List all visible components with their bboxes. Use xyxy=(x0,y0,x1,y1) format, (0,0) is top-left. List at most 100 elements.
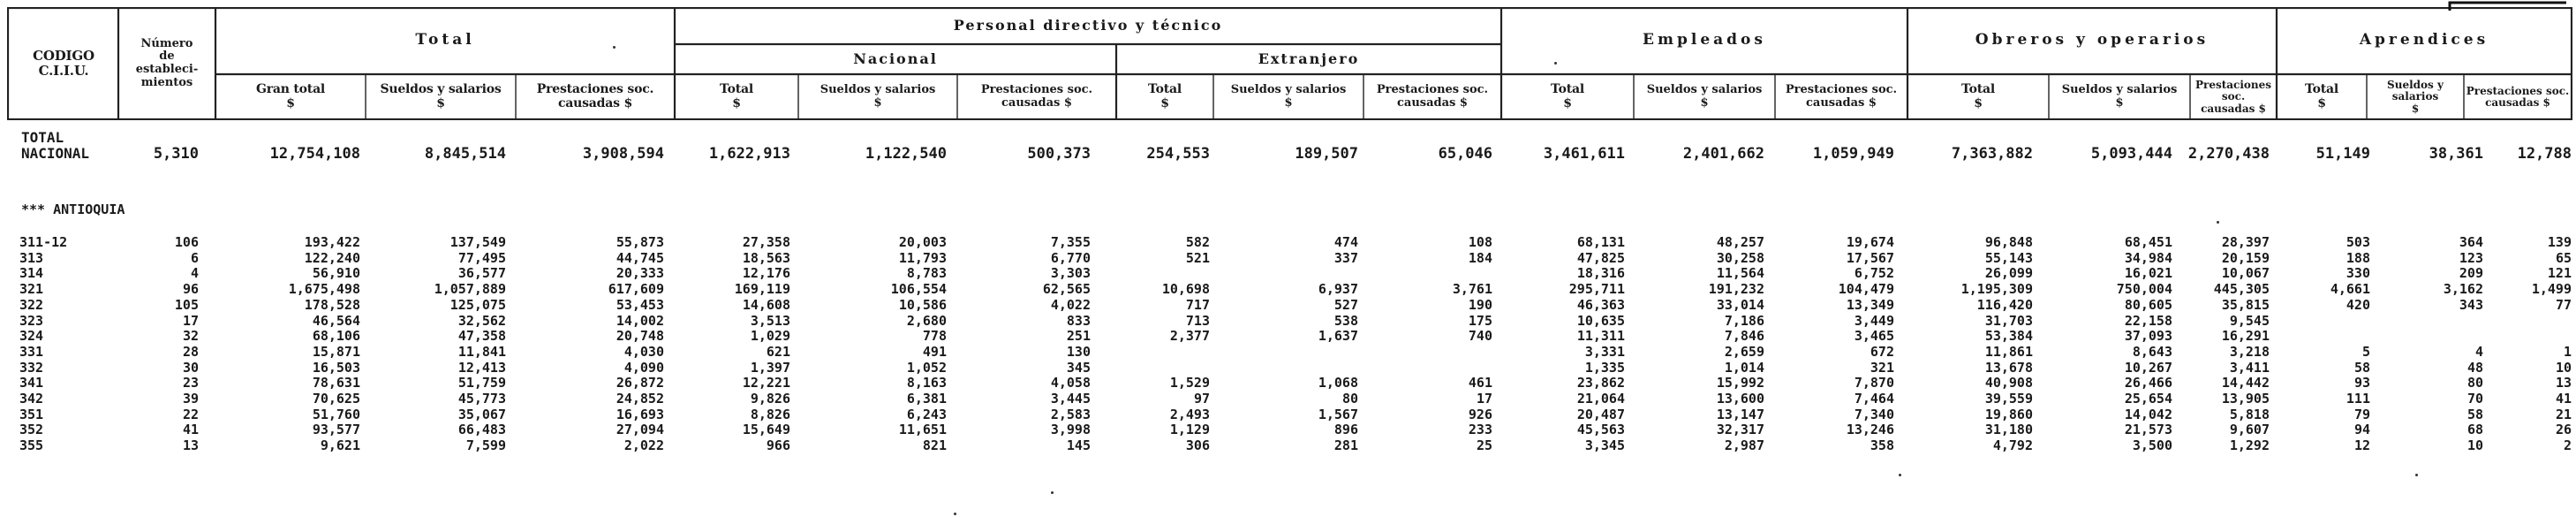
row-cell: 77 xyxy=(2555,296,2572,313)
group-aprendices: Aprendices xyxy=(2359,31,2489,49)
row-cell: 1,057,889 xyxy=(434,281,506,298)
row-cell: 79 xyxy=(2353,406,2370,422)
row-cell: 8,826 xyxy=(750,406,790,422)
row-cell: 122,240 xyxy=(304,249,360,266)
row-cell: 23 xyxy=(182,375,199,392)
row-cell: 78,631 xyxy=(312,375,360,392)
row-cell: 11,793 xyxy=(898,249,947,266)
row-cell: 6,937 xyxy=(1318,281,1358,298)
table-body: TOTAL NACIONAL 5,310 12,754,108 8,845,514 3… xyxy=(0,124,2576,517)
scan-speck xyxy=(1899,474,1901,476)
row-cell: 7,599 xyxy=(465,437,506,454)
col-nacional-total: Total $ xyxy=(719,82,753,110)
row-cell: 28,397 xyxy=(2221,234,2270,250)
scan-speck xyxy=(1554,62,1557,65)
row-cell: 527 xyxy=(1333,296,1358,313)
scan-speck xyxy=(1051,491,1054,494)
row-cell: 19,860 xyxy=(1984,406,2033,422)
row-cell: 65 xyxy=(2555,249,2572,266)
row-cell: 80,605 xyxy=(2124,296,2172,313)
ciiu-code: 341 xyxy=(19,375,44,392)
row-cell: 48 xyxy=(2466,359,2483,376)
ciiu-code: 332 xyxy=(19,359,44,376)
row-cell: 188 xyxy=(2346,249,2370,266)
row-cell: 12 xyxy=(2353,437,2370,454)
row-cell: 36,577 xyxy=(457,265,506,282)
row-cell: 39,559 xyxy=(1984,391,2033,407)
row-cell: 2,680 xyxy=(906,312,947,329)
col-empleados-prestaciones: Prestaciones soc. causadas $ xyxy=(1785,83,1898,110)
table-row: 352 41 93,577 66,483 27,094 15,649 11,651 3,998… xyxy=(0,422,2576,437)
row-cell: 1,397 xyxy=(750,359,790,376)
total-row-cell: 12,754,108 xyxy=(269,145,360,163)
row-cell: 139 xyxy=(2547,234,2572,250)
row-cell: 45,563 xyxy=(1576,422,1625,438)
row-cell: 11,564 xyxy=(1716,265,1764,282)
row-cell: 5 xyxy=(2361,343,2370,360)
row-cell: 40,908 xyxy=(1984,375,2033,392)
row-cell: 1,637 xyxy=(1318,328,1358,345)
row-cell: 58 xyxy=(2466,406,2483,422)
scan-speck xyxy=(613,46,616,49)
table-row: 324 32 68,106 47,358 20,748 1,029 778 251 2,377 1… xyxy=(0,328,2576,345)
total-row-cell: 5,310 xyxy=(153,145,199,163)
row-cell: 13,246 xyxy=(1846,422,1894,438)
header-grid-lines xyxy=(7,7,2572,120)
row-cell: 11,841 xyxy=(457,343,506,360)
row-cell: 21,573 xyxy=(2124,422,2172,438)
table-row: 322 105 178,528 125,075 53,453 14,608 10,586 4,… xyxy=(0,296,2576,313)
table-row: 313 6 122,240 77,495 44,745 18,563 11,793 6,770… xyxy=(0,249,2576,266)
row-cell: 4,090 xyxy=(623,359,664,376)
group-obreros-operarios: Obreros y operarios xyxy=(1975,31,2210,49)
row-cell: 108 xyxy=(1468,234,1492,250)
row-cell: 3,449 xyxy=(1854,312,1894,329)
table-row: 314 4 56,910 36,577 20,333 12,176 8,783 3,303 18… xyxy=(0,265,2576,282)
ciiu-code: 322 xyxy=(19,296,44,313)
ciiu-code: 314 xyxy=(19,265,44,282)
row-cell: 11,651 xyxy=(898,422,947,438)
row-cell: 30,258 xyxy=(1716,249,1764,266)
row-cell: 26,872 xyxy=(616,375,664,392)
total-row-cell: 7,363,882 xyxy=(1951,145,2033,163)
row-cell: 321 xyxy=(1870,359,1894,376)
row-cell: 24,852 xyxy=(616,391,664,407)
total-row-cell: 38,361 xyxy=(2429,145,2483,163)
row-cell: 7,355 xyxy=(1050,234,1091,250)
row-cell: 926 xyxy=(1468,406,1492,422)
row-cell: 13,349 xyxy=(1846,296,1894,313)
row-cell: 4,058 xyxy=(1050,375,1091,392)
row-cell: 44,745 xyxy=(616,249,664,266)
row-cell: 3,761 xyxy=(1452,281,1492,298)
table-row: 351 22 51,760 35,067 16,693 8,826 6,243 2,583 2,… xyxy=(0,407,2576,422)
row-cell: 121 xyxy=(2547,265,2572,282)
row-cell: 125,075 xyxy=(449,296,506,313)
row-cell: 9,621 xyxy=(320,437,360,454)
row-cell: 1,014 xyxy=(1724,359,1764,376)
header-codigo: CODIGO C.I.I.U. xyxy=(33,48,94,79)
row-cell: 14,608 xyxy=(742,296,790,313)
row-cell: 1,529 xyxy=(1169,375,1210,392)
row-cell: 2,583 xyxy=(1050,406,1091,422)
row-cell: 8,643 xyxy=(2132,343,2172,360)
group-nacional: Nacional xyxy=(853,50,938,68)
row-cell: 15,871 xyxy=(312,343,360,360)
row-cell: 32 xyxy=(182,328,199,345)
col-empleados-sueldos: Sueldos y salarios $ xyxy=(1646,83,1763,110)
row-cell: 41 xyxy=(182,422,199,438)
row-cell: 1,029 xyxy=(750,328,790,345)
row-cell: 10 xyxy=(2466,437,2483,454)
row-cell: 7,870 xyxy=(1854,375,1894,392)
row-cell: 1,499 xyxy=(2531,281,2572,298)
row-cell: 31,180 xyxy=(1984,422,2033,438)
row-cell: 2,493 xyxy=(1169,406,1210,422)
group-extranjero: Extranjero xyxy=(1258,50,1360,68)
table-row: 331 28 15,871 11,841 4,030 621 491 130 3,331 2,65… xyxy=(0,343,2576,360)
row-cell: 55,873 xyxy=(616,234,664,250)
row-cell: 41 xyxy=(2555,391,2572,407)
row-cell: 17 xyxy=(182,312,199,329)
row-cell: 55,143 xyxy=(1984,249,2033,266)
row-cell: 3,998 xyxy=(1050,422,1091,438)
row-cell: 7,464 xyxy=(1854,391,1894,407)
row-cell: 9,607 xyxy=(2229,422,2270,438)
row-cell: 13 xyxy=(2555,375,2572,392)
